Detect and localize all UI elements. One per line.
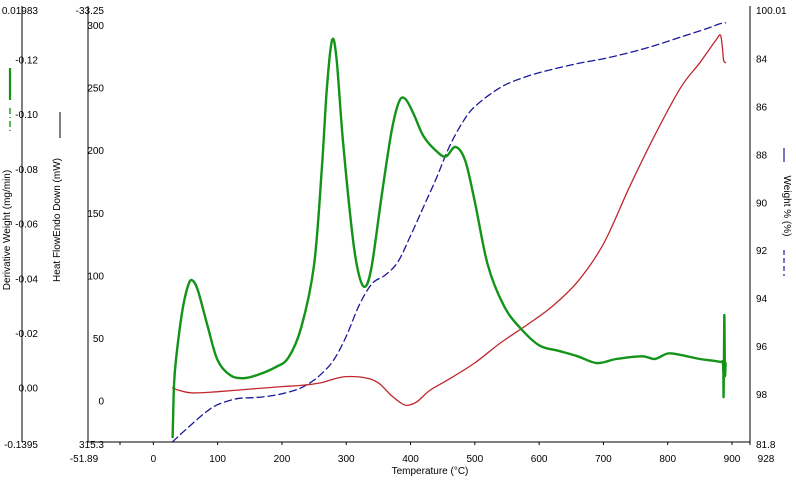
- weight-tick-label: 94: [756, 294, 768, 305]
- weight-series-line: [171, 22, 727, 443]
- weight-tick-label: 96: [756, 342, 768, 353]
- derivative-tick-label: -0.10: [15, 110, 38, 121]
- x-tick-label: 700: [595, 454, 612, 465]
- weight-tick-label: 81.8: [756, 440, 776, 451]
- heatflow-tick-label: 315.3: [79, 440, 104, 451]
- weight-tick-label: 86: [756, 103, 768, 114]
- weight-tick-label: 92: [756, 246, 768, 257]
- derivative-tick-label: -0.02: [15, 329, 38, 340]
- heatflow-tick-label: 150: [87, 209, 104, 220]
- derivative-series-line: [171, 37, 727, 439]
- x-tick-label: 0: [151, 454, 157, 465]
- heatflow-series-line: [171, 34, 727, 407]
- x-tick-label: 928: [758, 454, 775, 465]
- derivative-tick-label: -0.08: [15, 165, 38, 176]
- x-tick-label: 900: [724, 454, 741, 465]
- series-layer: [171, 22, 727, 443]
- x-tick-label: 200: [274, 454, 291, 465]
- x-tick-label: 500: [466, 454, 483, 465]
- x-tick-label: 100: [209, 454, 226, 465]
- derivative-tick-label: 0.00: [19, 384, 39, 395]
- derivative-tick-label: -0.1395: [4, 440, 38, 451]
- x-tick-label: 800: [659, 454, 676, 465]
- heatflow-tick-label: 50: [93, 334, 105, 345]
- x-axis-title: Temperature (°C): [392, 466, 469, 477]
- heatflow-tick-label: -33.25: [76, 6, 105, 17]
- derivative-tick-label: -0.12: [15, 55, 38, 66]
- heatflow-tick-label: 300: [87, 21, 104, 32]
- derivative-tick-label: 0.01983: [2, 6, 39, 17]
- weight-tick-label: 90: [756, 198, 768, 209]
- weight-tick-label: 84: [756, 55, 768, 66]
- axes-layer: [21, 6, 751, 445]
- tick-labels: -51.89 0 100 200 300 400 500 600 700 800 900 9280.0…: [2, 6, 787, 465]
- x-tick-label: 400: [402, 454, 419, 465]
- weight-axis-title: Weight % (%): [781, 176, 792, 237]
- weight-tick-label: 100.01: [756, 6, 787, 17]
- heatflow-tick-label: 0: [98, 396, 104, 407]
- heatflow-tick-label: 100: [87, 271, 104, 282]
- heatflow-tick-label: 200: [87, 146, 104, 157]
- x-tick-label: 300: [338, 454, 355, 465]
- x-tick-label: 600: [531, 454, 548, 465]
- heatflow-tick-label: 250: [87, 84, 104, 95]
- x-tick-label: -51.89: [70, 454, 99, 465]
- derivative-tick-label: -0.06: [15, 220, 38, 231]
- heatflow-axis-title: Heat FlowEndo Down (mW): [52, 158, 63, 282]
- weight-tick-label: 98: [756, 390, 768, 401]
- derivative-axis-title: Derivative Weight (mg/min): [2, 170, 13, 290]
- weight-tick-label: 88: [756, 150, 768, 161]
- derivative-tick-label: -0.04: [15, 274, 38, 285]
